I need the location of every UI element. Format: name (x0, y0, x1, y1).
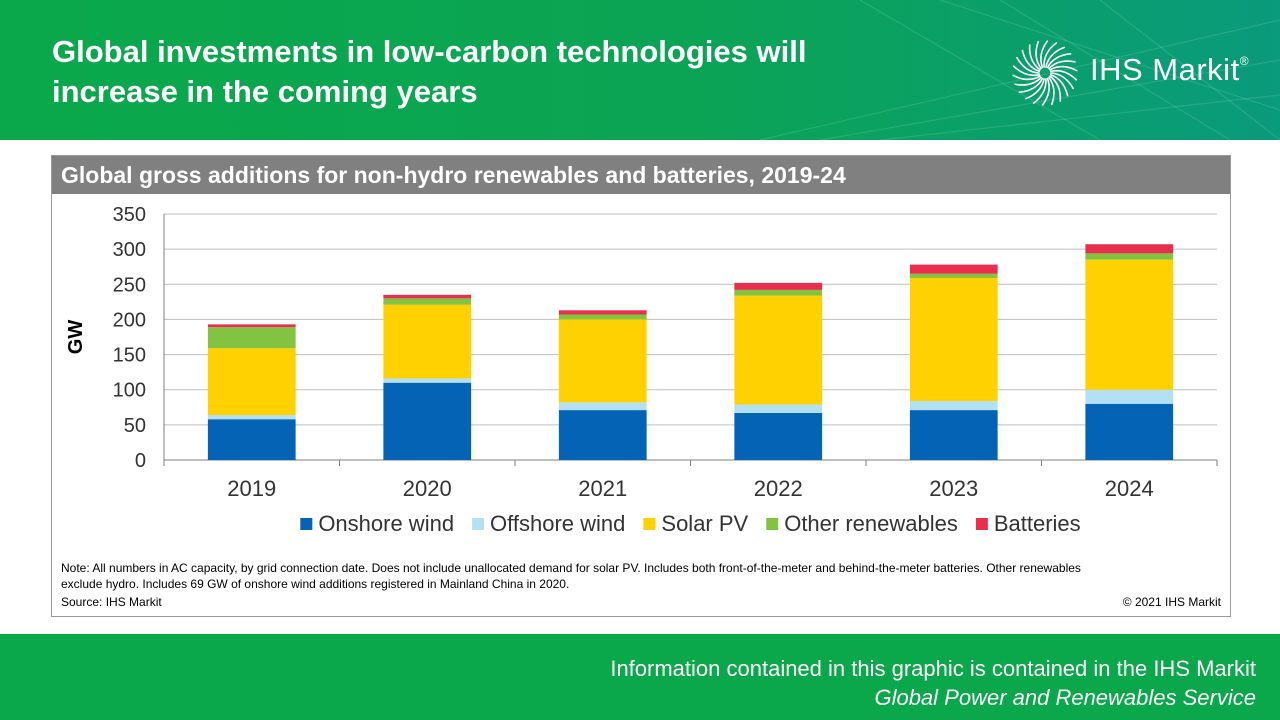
y-tick-label: 50 (124, 415, 146, 437)
bar-segment (383, 298, 472, 305)
y-tick-label: 300 (113, 239, 146, 261)
bar-segment (1085, 389, 1174, 404)
legend-label: Solar PV (661, 511, 748, 536)
legend-label: Offshore wind (490, 511, 625, 536)
legend-swatch (643, 518, 656, 530)
logo-ray (1050, 72, 1074, 90)
legend-label: Onshore wind (318, 511, 454, 536)
legend-label: Other renewables (784, 511, 958, 536)
chart-note-line-2: exclude hydro. Includes 69 GW of onshore… (61, 577, 570, 591)
logo-ray (1045, 46, 1065, 68)
bar-segment (558, 314, 647, 320)
y-tick-label: 350 (113, 204, 146, 226)
bar-segment (383, 294, 472, 299)
page-title-line-1: Global investments in low-carbon technol… (52, 34, 807, 69)
bar-segment (207, 415, 296, 420)
logo-ray (1016, 56, 1040, 74)
y-tick-label: 100 (113, 380, 146, 402)
bar-segment (734, 295, 823, 405)
chart-note-line-1: Note: All numbers in AC capacity, by gri… (61, 561, 1081, 575)
y-tick-label: 150 (113, 345, 146, 367)
logo-ray (1040, 40, 1049, 69)
x-tick-label: 2024 (1105, 476, 1154, 501)
chart-title: Global gross additions for non-hydro ren… (52, 156, 1230, 194)
logo-ray (1049, 75, 1062, 102)
bar-segment (383, 378, 472, 383)
bar-segment (1085, 244, 1174, 254)
bar-segment (207, 419, 296, 460)
logo-ray (1021, 49, 1040, 73)
bar-segment (909, 264, 998, 274)
bar-segment (558, 410, 647, 460)
bar-segment (909, 277, 998, 401)
chart-note: Note: All numbers in AC capacity, by gri… (61, 560, 1221, 592)
logo-ray (1049, 65, 1078, 72)
registered-mark: ® (1239, 54, 1250, 68)
bar-segment (1085, 259, 1174, 390)
banner-decoration (759, 0, 1280, 140)
footer-text: Information contained in this graphic is… (610, 656, 1256, 681)
bar-segment (734, 289, 823, 296)
y-tick-label: 250 (113, 274, 146, 296)
stacked-bar-chart: 0 50 100 150 200 250 300 350 GW 2019 2020 2021 2022 2… (65, 204, 1218, 536)
bar-segment (207, 348, 296, 416)
logo-ray (1048, 76, 1055, 106)
bar-segment (909, 273, 998, 278)
logo-ray (1041, 77, 1050, 106)
ihs-markit-logo: IHS Markit® (1010, 38, 1260, 108)
legend-label: Batteries (994, 511, 1081, 536)
y-axis-label: GW (65, 320, 87, 355)
logo-ray (1018, 77, 1044, 93)
bar-segment (383, 304, 472, 379)
logo-ray (1012, 65, 1040, 77)
logo-ray (1043, 42, 1057, 68)
bar-segment (383, 382, 472, 460)
chart-panel: Global gross additions for non-hydro ren… (51, 155, 1231, 617)
bar-segment (1085, 253, 1174, 260)
legend-swatch (975, 518, 988, 530)
bar-segment (207, 324, 296, 328)
bar-segment (1085, 403, 1174, 460)
logo-text: IHS Markit® (1090, 52, 1250, 87)
x-tick-label: 2022 (754, 476, 803, 501)
legend-swatch (472, 518, 485, 530)
logo-ray (1028, 44, 1041, 71)
top-banner: Global investments in low-carbon technol… (0, 0, 1280, 140)
chart-copyright: © 2021 IHS Markit (1122, 595, 1221, 609)
logo-ray (1050, 73, 1069, 97)
bar-segment (734, 282, 823, 290)
bar-segment (909, 410, 998, 460)
x-tick-label: 2019 (227, 476, 276, 501)
bar-segment (207, 327, 296, 349)
bottom-banner: Information contained in this graphic is… (0, 634, 1280, 720)
footer-service-name: Global Power and Renewables Service (874, 685, 1256, 710)
logo-ray (1025, 78, 1045, 100)
chart-source: Source: IHS Markit (61, 595, 162, 609)
bar-segment (734, 404, 823, 413)
logo-ray (1046, 53, 1072, 69)
page-title-line-2: increase in the coming years (52, 74, 478, 109)
bar-segment (558, 310, 647, 315)
logo-ray (1035, 40, 1042, 70)
logo-ray (1012, 74, 1041, 81)
y-tick-label: 200 (113, 309, 146, 331)
logo-ray (1050, 69, 1078, 81)
logo-ray (1014, 76, 1042, 86)
logo-ray (1033, 78, 1047, 104)
y-tick-label: 0 (135, 450, 146, 472)
x-tick-label: 2020 (403, 476, 452, 501)
logo-ray (1048, 60, 1076, 70)
starburst-logo-icon (1012, 40, 1078, 106)
bar-segment (909, 400, 998, 411)
bar-segment (558, 402, 647, 411)
legend-swatch (766, 518, 779, 530)
page-title: Global investments in low-carbon technol… (52, 32, 952, 112)
bar-segment (734, 412, 823, 460)
x-tick-label: 2023 (929, 476, 978, 501)
bar-segment (558, 319, 647, 403)
x-tick-label: 2021 (578, 476, 627, 501)
legend-swatch (300, 518, 313, 530)
